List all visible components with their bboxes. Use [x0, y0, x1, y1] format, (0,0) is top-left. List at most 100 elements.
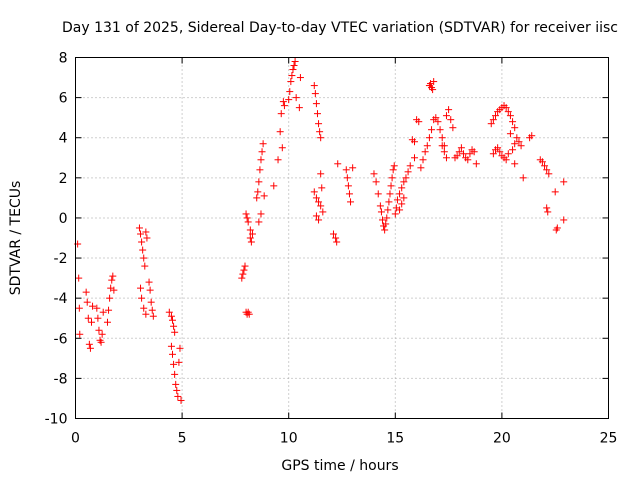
y-tick-label: 8: [59, 51, 68, 67]
data-point: [288, 72, 296, 80]
data-point: [75, 274, 83, 282]
data-point: [172, 380, 180, 388]
data-point: [382, 220, 390, 228]
x-tick-label: 15: [386, 431, 404, 447]
data-point: [436, 126, 444, 134]
data-point: [377, 208, 385, 216]
data-point: [455, 148, 463, 156]
x-tick-label: 10: [280, 431, 298, 447]
data-point: [496, 148, 504, 156]
data-point: [391, 210, 399, 218]
data-point: [75, 304, 83, 312]
data-point: [445, 106, 453, 114]
data-point: [97, 338, 105, 346]
data-point: [106, 294, 114, 302]
data-point: [253, 194, 261, 202]
data-point: [170, 322, 178, 330]
data-point: [76, 330, 84, 338]
data-point: [175, 358, 183, 366]
data-point: [410, 154, 418, 162]
data-point: [82, 288, 90, 296]
data-point: [169, 316, 177, 324]
y-tick-label: -10: [45, 412, 68, 428]
data-point: [315, 120, 323, 128]
data-point: [146, 286, 154, 294]
data-point: [551, 188, 559, 196]
data-point: [147, 298, 155, 306]
data-point: [381, 226, 389, 234]
data-point: [504, 150, 512, 158]
data-point: [425, 134, 433, 142]
data-point: [137, 230, 145, 238]
data-point: [279, 98, 287, 106]
data-point: [280, 102, 288, 110]
data-point: [310, 82, 318, 90]
data-point: [410, 138, 418, 146]
data-point: [238, 274, 246, 282]
data-point: [400, 178, 408, 186]
data-point: [519, 174, 527, 182]
data-point: [312, 212, 320, 220]
data-point: [515, 138, 523, 146]
data-point: [148, 306, 156, 314]
data-point: [170, 360, 178, 368]
data-point: [347, 198, 355, 206]
data-point: [142, 228, 150, 236]
data-point: [492, 112, 500, 120]
data-point: [543, 204, 551, 212]
data-point: [171, 328, 179, 336]
data-point: [260, 192, 268, 200]
data-point: [513, 134, 521, 142]
data-point: [95, 326, 103, 334]
data-point: [344, 182, 352, 190]
data-point: [285, 96, 293, 104]
data-point: [317, 202, 325, 210]
data-point: [511, 124, 519, 132]
data-point: [442, 112, 450, 120]
data-point: [248, 230, 256, 238]
data-points: [74, 58, 568, 404]
data-point: [419, 156, 427, 164]
data-point: [87, 318, 95, 326]
data-point: [167, 312, 175, 320]
data-point: [241, 262, 249, 270]
data-point: [109, 272, 117, 280]
data-point: [470, 148, 478, 156]
data-point: [389, 166, 397, 174]
data-point: [432, 114, 440, 122]
data-point: [274, 156, 282, 164]
data-point: [398, 184, 406, 192]
data-point: [406, 162, 414, 170]
data-point: [349, 164, 357, 172]
data-point: [472, 160, 480, 168]
y-tick-label: -2: [54, 251, 68, 267]
data-point: [255, 218, 263, 226]
x-tick-label: 25: [600, 431, 618, 447]
data-point: [402, 174, 410, 182]
data-point: [276, 128, 284, 136]
data-point: [278, 144, 286, 152]
data-point: [506, 130, 514, 138]
data-point: [140, 304, 148, 312]
grid: [75, 57, 609, 419]
data-point: [442, 154, 450, 162]
data-point: [169, 350, 177, 358]
data-point: [138, 238, 146, 246]
data-point: [502, 104, 510, 112]
data-point: [315, 198, 323, 206]
data-point: [254, 188, 262, 196]
data-point: [139, 246, 147, 254]
data-point: [376, 202, 384, 210]
data-point: [509, 146, 517, 154]
data-point: [142, 310, 150, 318]
data-point: [94, 314, 102, 322]
data-point: [543, 166, 551, 174]
data-point: [110, 286, 118, 294]
data-point: [86, 344, 94, 352]
data-point: [246, 226, 254, 234]
data-point: [560, 178, 568, 186]
data-point: [509, 118, 517, 126]
data-point: [329, 230, 337, 238]
data-point: [545, 170, 553, 178]
